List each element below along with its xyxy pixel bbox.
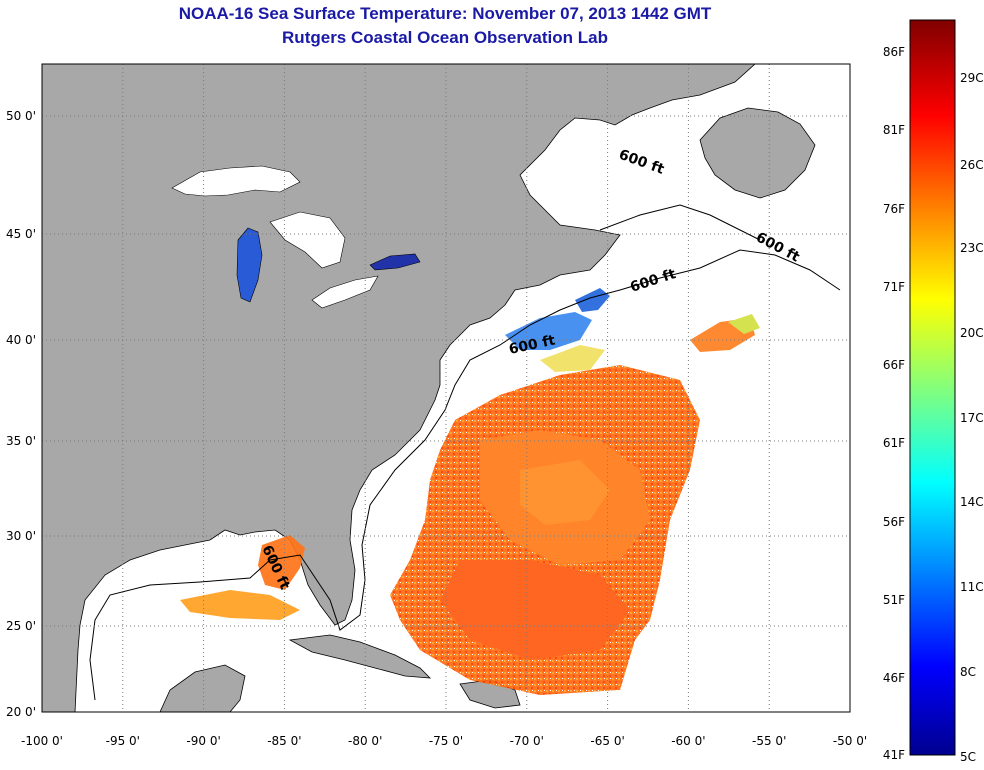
colorbar-f-label: 86F	[883, 45, 905, 59]
graticule	[42, 64, 850, 712]
x-axis-ticks: -100 0' -95 0' -90 0' -85 0' -80 0' -75 0' -70…	[21, 734, 867, 748]
colorbar-f-label: 61F	[883, 436, 905, 450]
colorbar-f-label: 51F	[883, 593, 905, 607]
cuba-land	[288, 634, 432, 679]
colorbar-c-label: 14C	[960, 495, 984, 509]
y-tick-label: 50 0'	[6, 109, 36, 123]
colorbar-f-label: 41F	[883, 748, 905, 762]
colorbar-c-label: 26C	[960, 158, 984, 172]
yucatan-land	[159, 664, 246, 712]
colorbar-f-label: 71F	[883, 280, 905, 294]
x-tick-label: -75 0'	[429, 734, 463, 748]
x-tick-label: -65 0'	[590, 734, 624, 748]
newfoundland-land	[699, 107, 816, 199]
map-frame	[41, 63, 851, 713]
colorbar-celsius-labels: 29C 26C 23C 20C 17C 14C 11C 8C 5C	[960, 71, 984, 764]
colorbar-c-label: 8C	[960, 665, 976, 679]
sst-data-overlay	[180, 288, 760, 695]
map-subtitle: Rutgers Coastal Ocean Observation Lab	[282, 28, 608, 47]
colorbar-c-label: 23C	[960, 241, 984, 255]
x-tick-label: -85 0'	[267, 734, 301, 748]
lake-huron	[269, 211, 346, 269]
y-tick-label: 35 0'	[6, 434, 36, 448]
colorbar-f-label: 76F	[883, 202, 905, 216]
colorbar-c-label: 11C	[960, 580, 984, 594]
colorbar	[909, 19, 956, 756]
north-america-land	[42, 64, 756, 712]
x-tick-label: -70 0'	[510, 734, 544, 748]
x-tick-label: -80 0'	[348, 734, 382, 748]
x-tick-label: -50 0'	[833, 734, 867, 748]
isobath-600ft-contour	[89, 249, 841, 701]
x-tick-label: -60 0'	[671, 734, 705, 748]
colorbar-f-label: 46F	[883, 671, 905, 685]
x-tick-label: -100 0'	[21, 734, 63, 748]
map-title: NOAA-16 Sea Surface Temperature: Novembe…	[178, 4, 712, 23]
y-tick-label: 40 0'	[6, 333, 36, 347]
y-axis-ticks: 50 0' 45 0' 40 0' 35 0' 30 0' 25 0' 20 0'	[6, 109, 36, 719]
y-tick-label: 30 0'	[6, 529, 36, 543]
x-tick-label: -90 0'	[186, 734, 220, 748]
colorbar-c-label: 29C	[960, 71, 984, 85]
x-tick-label: -95 0'	[106, 734, 140, 748]
colorbar-c-label: 20C	[960, 326, 984, 340]
lake-erie	[311, 275, 379, 309]
y-tick-label: 45 0'	[6, 227, 36, 241]
lake-ontario	[369, 253, 421, 271]
colorbar-f-label: 56F	[883, 515, 905, 529]
y-tick-label: 20 0'	[6, 705, 36, 719]
lake-michigan	[236, 227, 263, 303]
colorbar-f-label: 66F	[883, 358, 905, 372]
colorbar-fahrenheit-labels: 86F 81F 76F 71F 66F 61F 56F 51F 46F 41F	[883, 45, 905, 762]
colorbar-c-label: 17C	[960, 411, 984, 425]
x-tick-label: -55 0'	[752, 734, 786, 748]
isobath-600ft-north	[599, 204, 761, 241]
colorbar-f-label: 81F	[883, 123, 905, 137]
y-tick-label: 25 0'	[6, 619, 36, 633]
colorbar-c-label: 5C	[960, 750, 976, 764]
